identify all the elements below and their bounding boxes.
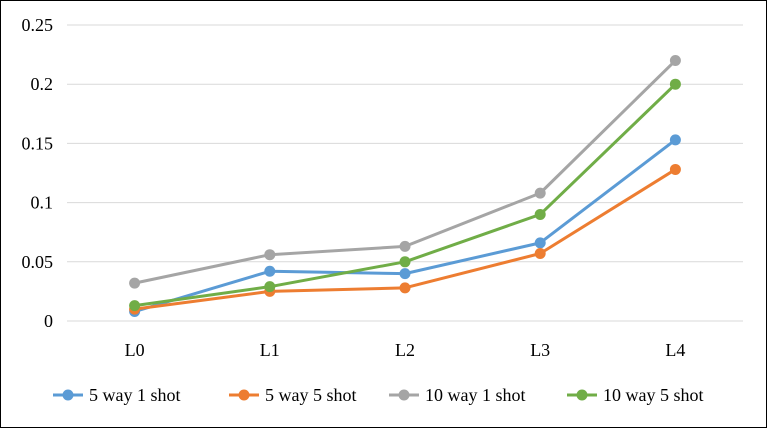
data-point [534, 208, 546, 220]
legend-label: 5 way 1 shot [89, 385, 181, 405]
x-tick-label: L0 [125, 340, 145, 360]
data-point [129, 300, 141, 312]
data-point [399, 256, 411, 268]
series-5-way-1-shot [129, 134, 681, 318]
legend-swatch-marker [398, 389, 410, 401]
series-10-way-1-shot [129, 55, 681, 289]
data-point [264, 281, 276, 293]
y-tick-label: 0.2 [31, 74, 54, 94]
y-tick-label: 0.25 [22, 15, 54, 35]
data-point [264, 265, 276, 277]
legend-swatch-marker [576, 389, 588, 401]
legend-label: 10 way 1 shot [425, 385, 526, 405]
x-tick-label: L4 [665, 340, 685, 360]
data-point [399, 268, 411, 280]
data-point [534, 237, 546, 249]
x-tick-label: L2 [395, 340, 415, 360]
y-tick-label: 0.05 [22, 252, 54, 272]
series-group [129, 55, 681, 318]
series-5-way-5-shot [129, 163, 681, 315]
data-point [534, 187, 546, 199]
x-axis-ticks: L0 L1 L2 L3 L4 [125, 340, 686, 360]
data-point [399, 282, 411, 294]
legend: 5 way 1 shot 5 way 5 shot 10 way 1 shot 10 … [53, 385, 704, 405]
legend-item: 10 way 5 shot [567, 385, 704, 405]
data-point [129, 277, 141, 289]
y-tick-label: 0.15 [22, 133, 54, 153]
legend-item: 5 way 5 shot [229, 385, 357, 405]
x-tick-label: L3 [530, 340, 550, 360]
y-tick-label: 0.1 [31, 193, 54, 213]
y-axis-ticks: 0 0.05 0.1 0.15 0.2 0.25 [22, 15, 54, 331]
legend-label: 10 way 5 shot [603, 385, 704, 405]
y-tick-label: 0 [44, 311, 53, 331]
data-point [669, 134, 681, 146]
data-point [669, 163, 681, 175]
legend-item: 5 way 1 shot [53, 385, 181, 405]
series-10-way-5-shot [129, 78, 681, 312]
data-point [399, 240, 411, 252]
legend-item: 10 way 1 shot [389, 385, 526, 405]
data-point [534, 248, 546, 260]
legend-label: 5 way 5 shot [265, 385, 357, 405]
data-point [264, 249, 276, 261]
legend-swatch-marker [62, 389, 74, 401]
legend-swatch-marker [238, 389, 250, 401]
x-tick-label: L1 [260, 340, 280, 360]
data-point [669, 55, 681, 67]
data-point [669, 78, 681, 90]
gridlines [67, 24, 743, 322]
